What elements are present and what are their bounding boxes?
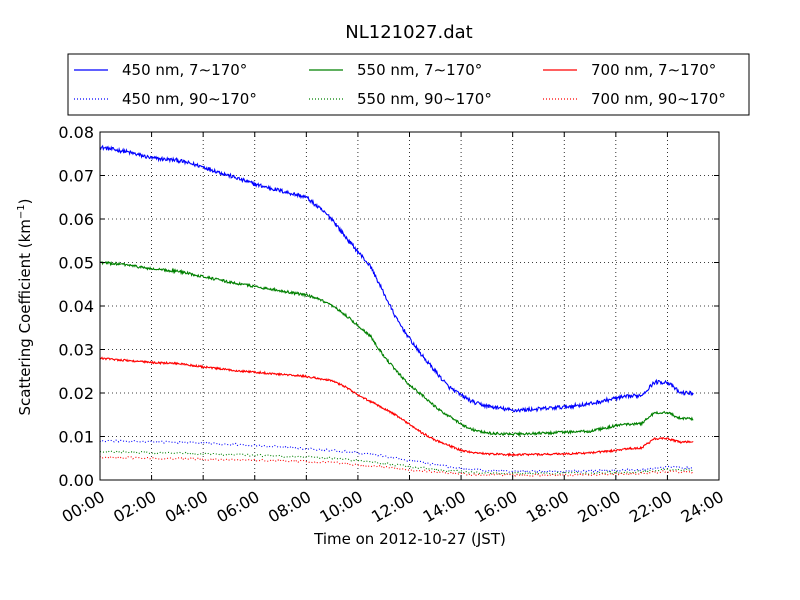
x-tick-labels: 00:00 02:00 04:00 06:00 08:00 10:00 12:00 14:00… [59, 487, 727, 527]
chart-title: NL121027.dat [345, 22, 472, 43]
legend-label: 450 nm, 7∼170° [122, 61, 247, 79]
legend: 450 nm, 7∼170° 550 nm, 7∼170° 700 nm, 7∼17… [67, 53, 750, 116]
legend-label: 550 nm, 90∼170° [357, 90, 492, 108]
y-tick-label: 0.02 [58, 384, 94, 403]
y-axis-label-text: Scattering Coefficient (km−1) [16, 198, 34, 415]
x-tick-label: 10:00 [316, 487, 365, 527]
legend-label: 700 nm, 7∼170° [591, 61, 716, 79]
plot-area [99, 131, 720, 481]
x-tick-label: 22:00 [626, 487, 675, 527]
y-axis-label-main: Scattering Coefficient (km [16, 219, 34, 415]
y-axis-label: Scattering Coefficient (km−1) [16, 198, 34, 415]
x-tick-label: 16:00 [471, 487, 520, 527]
y-axis-label-end: ) [16, 198, 34, 204]
x-tick-label: 00:00 [59, 487, 108, 527]
y-axis-label-sup: −1 [16, 204, 27, 219]
y-tick-label: 0.05 [58, 254, 94, 273]
series-line [99, 455, 694, 477]
x-tick-label: 20:00 [574, 487, 623, 527]
x-tick-label: 08:00 [265, 487, 314, 527]
legend-label: 700 nm, 90∼170° [591, 90, 726, 108]
x-tick-label: 24:00 [678, 487, 727, 527]
series-line [99, 144, 694, 413]
x-tick-label: 04:00 [162, 487, 211, 527]
series-line [99, 439, 694, 474]
series-line [99, 260, 694, 438]
series-line [99, 356, 694, 457]
x-tick-label: 18:00 [523, 487, 572, 527]
legend-label: 550 nm, 7∼170° [357, 61, 482, 79]
y-tick-label: 0.06 [58, 210, 94, 229]
x-tick-label: 02:00 [110, 487, 159, 527]
series-layer [99, 144, 694, 477]
plot-background [100, 132, 719, 480]
legend-frame [67, 53, 750, 116]
y-tick-label: 0.08 [58, 123, 94, 142]
ticks [99, 131, 720, 481]
x-tick-label: 14:00 [420, 487, 469, 527]
series-line [99, 450, 694, 475]
y-tick-label: 0.00 [58, 471, 94, 490]
y-tick-label: 0.04 [58, 297, 94, 316]
y-tick-labels: 0.00 0.01 0.02 0.03 0.04 0.05 0.06 0.07 0.08 [58, 123, 94, 490]
x-axis-label: Time on 2012-10-27 (JST) [313, 530, 506, 548]
x-tick-label: 06:00 [213, 487, 262, 527]
y-tick-label: 0.03 [58, 341, 94, 360]
legend-label: 450 nm, 90∼170° [122, 90, 257, 108]
y-tick-label: 0.01 [58, 428, 94, 447]
y-tick-label: 0.07 [58, 167, 94, 186]
x-tick-label: 12:00 [368, 487, 417, 527]
